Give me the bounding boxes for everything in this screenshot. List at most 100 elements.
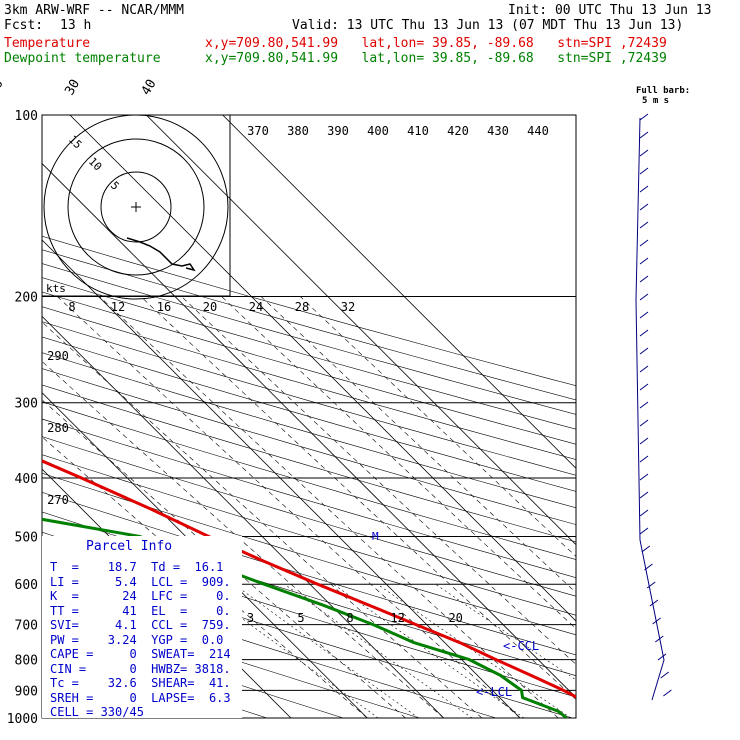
dry-adiabat [42, 321, 576, 476]
temperature-station-info: x,y=709.80,541.99 lat,lon= 39.85, -89.68… [205, 36, 667, 51]
dewpoint-trace [42, 517, 568, 718]
speed-tick-label: 8 [68, 300, 75, 314]
speed-tick-label: 12 [111, 300, 125, 314]
dry-adiabat [42, 352, 576, 509]
dry-adiabat [42, 454, 576, 616]
isotherm-line [222, 115, 576, 469]
pressure-label: 100 [15, 109, 38, 124]
theta-label: 420 [447, 124, 469, 138]
wind-barb [639, 257, 649, 265]
dry-adiabat [42, 263, 576, 415]
pressure-label: 400 [15, 472, 38, 487]
mixing-ratio-line [284, 583, 473, 718]
isotherm-line [146, 115, 576, 546]
temperature-trace [42, 459, 576, 699]
lcl-annotation: <-LCL [476, 685, 512, 699]
moist-adiabat [140, 296, 576, 700]
forecast-hour: 13 h [60, 18, 92, 33]
mixing-ratio-line [195, 583, 379, 718]
pressure-label: 900 [15, 684, 38, 699]
wind-barb [639, 455, 649, 463]
parcel-info-row: CIN = 0 HWBZ= 3818. [50, 661, 231, 676]
hodograph-kts-label: kts [46, 282, 66, 295]
moist-adiabat [181, 296, 576, 665]
pressure-label: 1000 [7, 712, 38, 727]
dry-adiabat [42, 249, 576, 401]
init-time: Init: 00 UTC Thu 13 Jun 13 [508, 3, 712, 18]
hodograph-ring [100, 171, 172, 243]
parcel-info-row: SVI= 4.1 CCL = 759. [50, 618, 231, 632]
theta-label: 290 [47, 349, 69, 363]
full-barb-legend: Full barb: [636, 86, 691, 96]
isotherm-label: 40 [139, 77, 160, 98]
speed-tick-label: 24 [249, 300, 263, 314]
full-barb-units: 5 m s [642, 96, 670, 106]
wind-barb [639, 221, 649, 229]
moist-adiabat [42, 361, 444, 718]
mixing-ratio-line [233, 583, 419, 718]
theta-label: 400 [367, 124, 389, 138]
moist-adiabat [42, 321, 483, 718]
moist-adiabat [42, 436, 368, 718]
wind-barb [639, 185, 649, 193]
parcel-info-row: CAPE = 0 SWEAT= 214 [50, 647, 231, 661]
wind-barb [649, 599, 659, 607]
dry-adiabat [42, 306, 576, 460]
mixing-ratio-label: 12 [390, 611, 404, 625]
mixing-ratio-label: 5 [297, 611, 304, 625]
wind-barb [639, 509, 649, 517]
dry-adiabat [42, 436, 576, 597]
wind-barb [639, 131, 649, 139]
mixing-ratio-line [333, 583, 525, 718]
wind-barb [639, 113, 649, 121]
wind-barb [639, 293, 649, 301]
wind-barb [641, 545, 651, 553]
pressure-label: 700 [15, 619, 38, 634]
pressure-label: 200 [15, 291, 38, 306]
wind-barb [639, 383, 649, 391]
ccl-annotation: <-CCL [503, 639, 539, 653]
wind-barb [639, 491, 649, 499]
valid-time: Valid: 13 UTC Thu 13 Jun 13 (07 MDT Thu … [292, 18, 684, 33]
dry-adiabat [42, 277, 576, 430]
mixing-ratio-label: 3 [247, 611, 254, 625]
wind-barb [639, 527, 649, 535]
parcel-info-row: K = 24 LFC = 0. [50, 589, 231, 603]
parcel-info-row: PW = 3.24 YGP = 0.0 [50, 632, 224, 647]
dewpoint-station-info: x,y=709.80,541.99 lat,lon= 39.85, -89.68… [205, 51, 667, 66]
wind-barb [639, 365, 649, 373]
m-annotation: M [372, 530, 379, 543]
wind-barb [639, 239, 649, 247]
speed-tick-label: 20 [203, 300, 217, 314]
parcel-info-title: Parcel Info [86, 539, 173, 554]
theta-label: 370 [247, 124, 269, 138]
pressure-label: 500 [15, 530, 38, 545]
isotherm-label: 30 [62, 77, 83, 98]
parcel-info-row: T = 18.7 Td = 16.1 [50, 560, 224, 574]
wind-barb [646, 581, 656, 589]
wind-barb [639, 329, 649, 337]
model-title: 3km ARW-WRF -- NCAR/MMM [4, 3, 185, 18]
theta-label: 270 [47, 493, 69, 507]
theta-label: 390 [327, 124, 349, 138]
wind-barb [639, 149, 649, 157]
isotherm-line [42, 239, 521, 718]
hodograph-ring [67, 138, 205, 276]
wind-barb [652, 617, 661, 625]
pressure-label: 600 [15, 578, 38, 593]
parcel-info-row: Tc = 32.6 SHEAR= 41. [50, 676, 231, 690]
temperature-legend: Temperature [4, 36, 91, 51]
wind-barb [639, 419, 649, 427]
theta-label: 380 [287, 124, 309, 138]
wind-barb [663, 689, 672, 697]
wind-barb [660, 671, 670, 679]
mixing-ratio-label: 8 [346, 611, 353, 625]
speed-tick-label: 28 [295, 300, 309, 314]
wind-barb [644, 563, 653, 571]
parcel-info-row: SREH = 0 LAPSE= 6.3 [50, 690, 231, 705]
wind-barb [639, 203, 649, 211]
isotherm-label: 20 [0, 77, 7, 98]
theta-label: 430 [487, 124, 509, 138]
parcel-info-row: CELL = 330/45 [50, 705, 144, 719]
